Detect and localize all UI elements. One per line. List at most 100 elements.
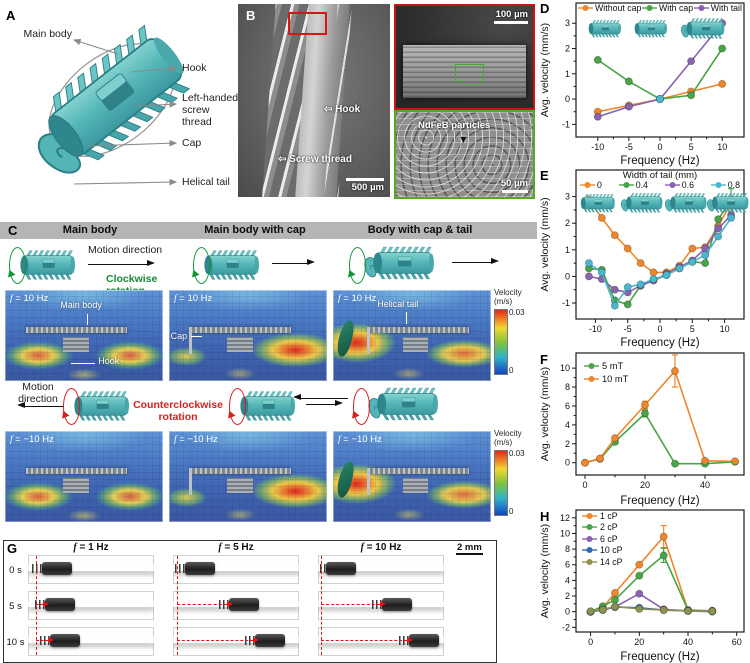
timelapse-photo (318, 555, 444, 584)
svg-text:10: 10 (720, 324, 730, 334)
robot-icon (364, 246, 434, 280)
robot-icon (580, 194, 615, 213)
svg-text:Avg. velocity (mm/s): Avg. velocity (mm/s) (539, 23, 551, 117)
robot-icon (664, 193, 707, 213)
velocity-colorbar: Velocity (m/s) 0.03 0 (494, 429, 525, 516)
panel-g-box: G f = 1 Hz f = 5 Hz f = 10 Hz 2 mm 0 s 5… (3, 540, 497, 663)
chart-panel-D: D -10 -5 0 5 10 -1 0 1 2 3 Frequency (Hz) Avg. velo… (538, 0, 750, 167)
sem-inset-cap: 100 µm (394, 4, 535, 110)
annotation-helical-tail: Helical tail (377, 299, 419, 310)
chart-svg-H: 0 20 40 60 -2 0 2 4 6 8 10 12 Frequency (Hz) Avg. vel… (539, 509, 745, 663)
rotation-arrow-cw (193, 247, 210, 284)
scalebar-line (502, 190, 528, 193)
displacement-arrow (321, 637, 413, 643)
robot-in-tube (219, 598, 259, 611)
label-main-body: Main body (23, 28, 72, 40)
displacement-arrow (177, 637, 259, 643)
displacement-arrow (177, 601, 233, 607)
sem-image-main: B ⇦ Hook ⇦ Screw thread 500 µm (238, 4, 390, 197)
legend-entry: 14 cP (582, 556, 623, 568)
legend-entry: 5 mT (584, 359, 628, 372)
particles-label: NdFeB particles (418, 120, 491, 131)
annotation-hook: Hook (98, 356, 120, 367)
capillary-tube (28, 601, 154, 607)
legend: 5 mT 10 mT (584, 359, 628, 385)
robot-icon (368, 387, 438, 421)
capillary-tube (28, 637, 154, 643)
svg-text:Frequency (Hz): Frequency (Hz) (620, 155, 699, 167)
legend-entry: 0 (580, 180, 602, 190)
left-arrow-icon: ⇦ (278, 154, 287, 165)
svg-text:Avg. velocity (mm/s): Avg. velocity (mm/s) (539, 197, 551, 291)
colorbar-gradient (494, 450, 508, 516)
svg-text:-1: -1 (562, 298, 570, 308)
rotation-arrow-ccw (63, 388, 80, 425)
label-helical-tail: Helical tail (182, 176, 230, 188)
robot-render-with-tail (348, 243, 448, 283)
freq-label: f = 10 Hz (338, 293, 377, 304)
svg-text:8: 8 (565, 382, 570, 392)
freq-label: f = −10 Hz (10, 434, 54, 445)
motion-arrow-right (272, 259, 315, 266)
svg-text:2: 2 (565, 591, 570, 601)
legend: 1 cP 2 cP 6 cP 10 cP 14 cP (582, 510, 623, 568)
svg-text:10: 10 (717, 142, 727, 152)
robot-in-tube (245, 634, 285, 647)
robot-icon (662, 190, 708, 216)
g-header-1hz: f = 1 Hz (73, 542, 109, 553)
scalebar-2mm: 2 mm (456, 542, 483, 555)
sem-green-inset-box (454, 64, 485, 83)
svg-text:40: 40 (700, 480, 710, 490)
column-title-cap-tail: Body with cap & tail (367, 224, 473, 236)
robot-in-tube (32, 562, 72, 575)
cap-silhouette (188, 327, 192, 354)
flow-sim-tail-cw: f = 10 Hz Helical tail (333, 290, 491, 381)
flow-sim-cap-cw: f = 10 Hz Cap (169, 290, 327, 381)
timelapse-photo (173, 627, 299, 656)
robot-icon (634, 20, 667, 38)
svg-text:5: 5 (690, 324, 695, 334)
svg-text:3: 3 (565, 18, 570, 28)
scalebar-50um: 50 µm (501, 178, 528, 194)
svg-text:8: 8 (565, 544, 570, 554)
flow-sim-cap-ccw: f = −10 Hz (169, 431, 327, 522)
chart-panel-E: E -10 -5 0 5 10 -1 0 1 2 3 Frequency (Hz) Avg. velo… (538, 167, 750, 349)
svg-text:4: 4 (565, 575, 570, 585)
motion-arrow-left (293, 394, 348, 401)
legend: 0 0.4 0.6 0.8 (580, 180, 740, 190)
svg-text:0: 0 (657, 324, 662, 334)
svg-text:2: 2 (565, 44, 570, 54)
legend-marker-icon (664, 182, 680, 188)
capillary-tube (173, 565, 299, 571)
svg-text:0: 0 (565, 94, 570, 104)
timelapse-photo (28, 555, 154, 584)
svg-text:60: 60 (732, 637, 742, 647)
origin-marker (655, 94, 665, 104)
chart-svg-F: 0 20 40 0 2 4 6 8 10 Frequency (Hz) Avg. velocity … (539, 352, 745, 507)
svg-text:40: 40 (683, 637, 693, 647)
label-hook: Hook (182, 62, 207, 74)
svg-text:0: 0 (588, 637, 593, 647)
robot-icon (678, 15, 726, 42)
scalebar-500um: 500 µm (346, 178, 384, 193)
motion-arrow-right (452, 258, 499, 265)
robot-icon (618, 190, 664, 216)
scalebar-line (494, 21, 528, 24)
freq-label: f = −10 Hz (174, 434, 218, 445)
robot-in-tube (175, 562, 215, 575)
chart-panel-F: F 0 20 40 0 2 4 6 8 10 Frequency (Hz) Avg. velocit… (538, 349, 750, 507)
svg-text:12: 12 (560, 513, 570, 523)
column-title-main-body: Main body (62, 224, 118, 236)
timelapse-photo (28, 627, 154, 656)
flow-sim-body-ccw: f = −10 Hz (5, 431, 163, 522)
robot-in-tube (372, 598, 412, 611)
legend-entry: 10 cP (582, 545, 623, 557)
sem-thread-label: ⇦ Screw thread (278, 154, 352, 165)
down-arrow-icon: ▼ (458, 134, 469, 146)
legend-entry: With cap (641, 3, 693, 13)
svg-text:1: 1 (565, 69, 570, 79)
hook-silhouette (63, 337, 89, 352)
start-position-line (177, 556, 178, 655)
sem-cap-slab (402, 44, 527, 98)
timelapse-photo (173, 555, 299, 584)
